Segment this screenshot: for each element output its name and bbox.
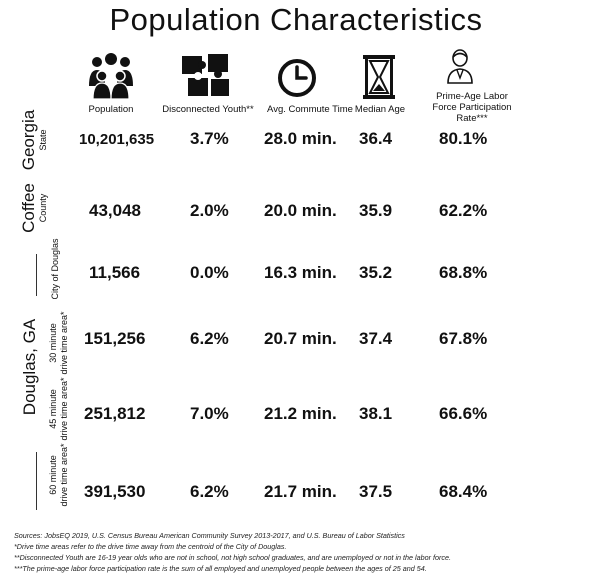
cell-coffee-commute: 20.0 min. <box>264 201 337 220</box>
clock-icon <box>278 59 316 97</box>
page-title: Population Characteristics <box>109 2 483 37</box>
row-label-coffee: Coffee County <box>19 176 48 240</box>
column-header-population: Population <box>88 104 134 115</box>
cell-georgia-population: 10,201,635 <box>79 131 155 148</box>
cell-georgia-age: 36.4 <box>359 129 393 148</box>
footnote-disconnected-youth: **Disconnected Youth are 16-19 year olds… <box>14 553 451 562</box>
column-header-disconnected-youth: Disconnected Youth** <box>162 104 254 115</box>
column-header-labor-force: Prime-Age Labor Force Participation Rate… <box>432 91 512 124</box>
cell-45min-commute: 21.2 min. <box>264 404 337 423</box>
divider-line <box>36 452 37 510</box>
coffee-name: Coffee <box>19 183 38 233</box>
coffee-sub: County <box>38 193 48 223</box>
cell-60min-labor: 68.4% <box>439 482 488 501</box>
businesswoman-icon <box>447 49 473 84</box>
georgia-name: Georgia <box>19 109 38 171</box>
cell-45min-age: 38.1 <box>359 404 393 423</box>
row-label-30-minute: 30 minute drive time area* <box>48 306 70 380</box>
cell-60min-age: 37.5 <box>359 482 393 501</box>
row-label-60-line2: drive time area* <box>59 443 69 507</box>
cell-city-age: 35.2 <box>359 263 393 282</box>
row-label-45-line1: 45 minute <box>48 389 58 429</box>
cell-coffee-age: 35.9 <box>359 201 393 220</box>
row-label-georgia: Georgia State <box>19 108 48 172</box>
cell-30min-age: 37.4 <box>359 329 393 348</box>
row-label-45-minute: 45 minute drive time area* <box>48 372 70 446</box>
column-header-commute-time: Avg. Commute Time <box>267 104 353 115</box>
cell-30min-labor: 67.8% <box>439 329 488 348</box>
row-label-60-minute: 60 minute drive time area* <box>48 438 70 512</box>
cell-60min-commute: 21.7 min. <box>264 482 337 501</box>
cell-georgia-youth: 3.7% <box>190 129 229 148</box>
row-label-30-line1: 30 minute <box>48 323 58 363</box>
row-label-45-line2: drive time area* <box>59 377 69 441</box>
cell-city-youth: 0.0% <box>190 263 229 282</box>
row-label-30-line2: drive time area* <box>59 311 69 375</box>
row-label-60-line1: 60 minute <box>48 455 58 495</box>
cell-coffee-youth: 2.0% <box>190 201 229 220</box>
cell-city-population: 11,566 <box>89 263 141 282</box>
cell-georgia-commute: 28.0 min. <box>264 129 337 148</box>
cell-30min-youth: 6.2% <box>190 329 229 348</box>
georgia-sub: State <box>38 129 48 151</box>
footnote-labor-force: ***The prime-age labor force participati… <box>14 564 427 573</box>
cell-city-commute: 16.3 min. <box>264 263 337 282</box>
cell-30min-commute: 20.7 min. <box>264 329 337 348</box>
cell-city-labor: 68.8% <box>439 263 488 282</box>
row-label-city-of-douglas: City of Douglas <box>50 238 60 300</box>
cell-30min-population: 151,256 <box>84 329 146 348</box>
people-group-icon <box>89 53 133 100</box>
footnote-drive-time: *Drive time areas refer to the drive tim… <box>14 542 287 551</box>
cell-georgia-labor: 80.1% <box>439 129 488 148</box>
cell-45min-labor: 66.6% <box>439 404 488 423</box>
hourglass-icon <box>363 55 395 99</box>
cell-45min-youth: 7.0% <box>190 404 229 423</box>
footnote-sources: Sources: JobsEQ 2019, U.S. Census Bureau… <box>14 531 405 540</box>
cell-coffee-population: 43,048 <box>89 201 141 220</box>
cell-60min-population: 391,530 <box>84 482 146 501</box>
column-header-median-age: Median Age <box>354 104 406 115</box>
puzzle-pieces-icon <box>182 54 229 96</box>
cell-coffee-labor: 62.2% <box>439 201 488 220</box>
cell-60min-youth: 6.2% <box>190 482 229 501</box>
cell-45min-population: 251,812 <box>84 404 146 423</box>
divider-line <box>36 254 37 296</box>
row-label-douglas-ga: Douglas, GA <box>20 318 39 416</box>
